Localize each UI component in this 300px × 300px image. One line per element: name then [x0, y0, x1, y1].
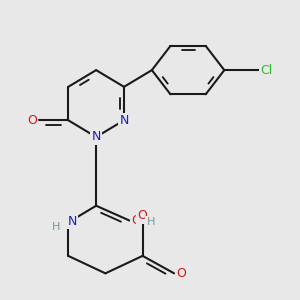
- Text: N: N: [67, 215, 77, 228]
- Text: O: O: [27, 114, 37, 127]
- Text: H: H: [52, 222, 61, 232]
- Text: H: H: [147, 218, 155, 227]
- Text: N: N: [119, 114, 129, 127]
- Text: O: O: [138, 209, 148, 222]
- Text: N: N: [92, 130, 101, 143]
- Text: O: O: [176, 267, 186, 280]
- Text: O: O: [131, 214, 141, 227]
- Text: Cl: Cl: [260, 64, 272, 76]
